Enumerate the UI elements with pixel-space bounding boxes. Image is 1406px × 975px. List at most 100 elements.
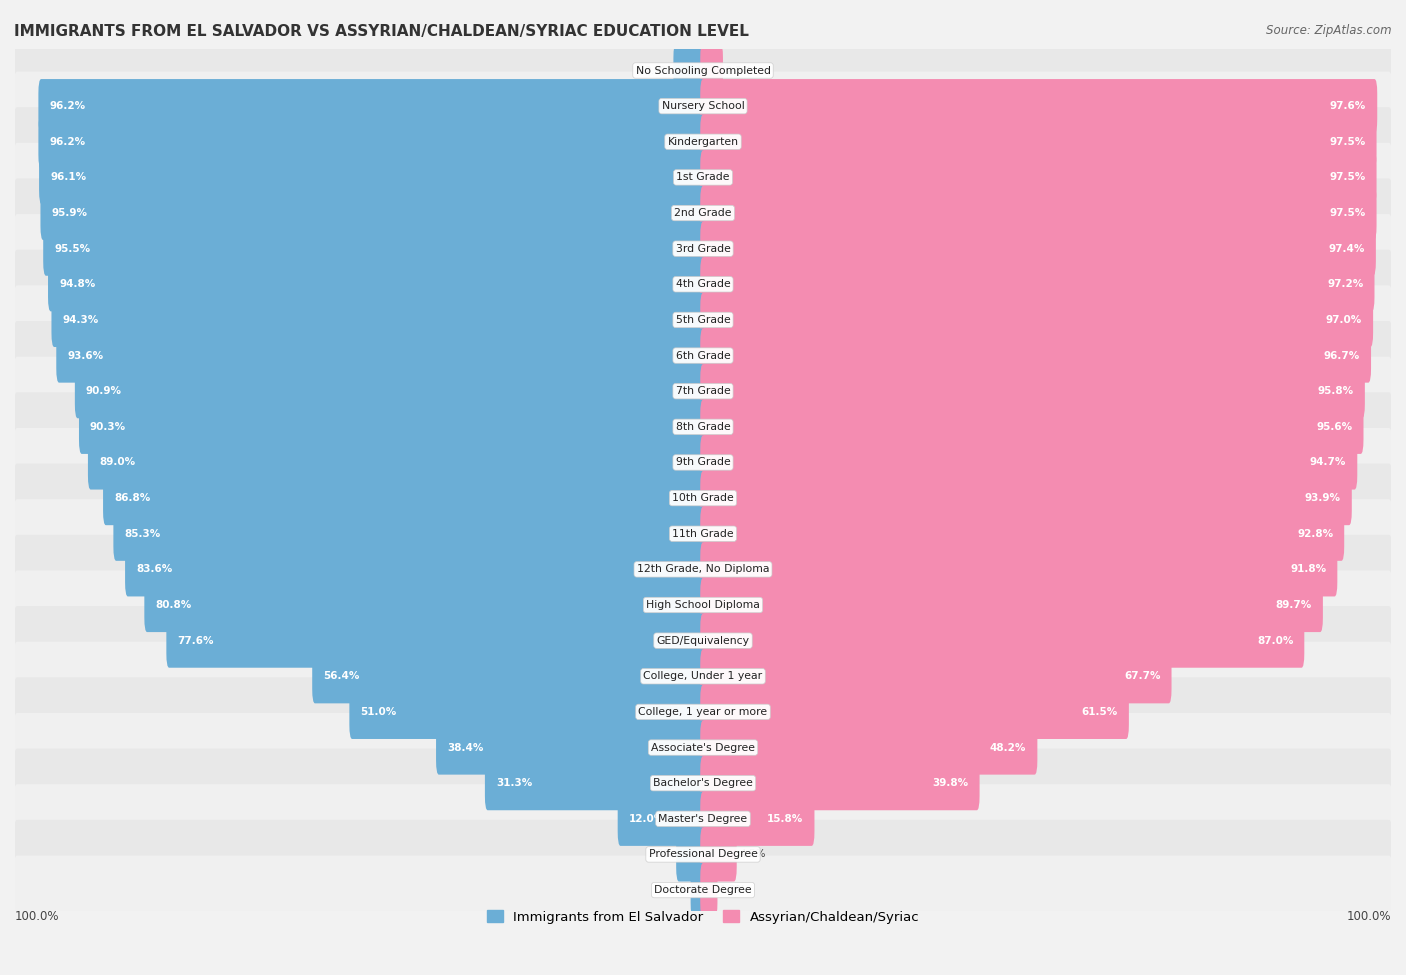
FancyBboxPatch shape: [38, 115, 706, 169]
FancyBboxPatch shape: [700, 863, 717, 917]
Text: Bachelor's Degree: Bachelor's Degree: [652, 778, 754, 788]
FancyBboxPatch shape: [38, 79, 706, 134]
Text: 2.5%: 2.5%: [725, 65, 752, 75]
Text: College, 1 year or more: College, 1 year or more: [638, 707, 768, 717]
FancyBboxPatch shape: [14, 499, 1392, 568]
FancyBboxPatch shape: [125, 542, 706, 597]
Text: 93.6%: 93.6%: [67, 351, 104, 361]
Text: 97.5%: 97.5%: [1329, 136, 1365, 147]
Text: Associate's Degree: Associate's Degree: [651, 743, 755, 753]
FancyBboxPatch shape: [89, 436, 706, 489]
FancyBboxPatch shape: [700, 329, 1371, 382]
Text: 97.5%: 97.5%: [1329, 208, 1365, 218]
Text: 100.0%: 100.0%: [15, 910, 59, 922]
Text: 6th Grade: 6th Grade: [676, 351, 730, 361]
Text: 15.8%: 15.8%: [768, 814, 803, 824]
Text: 1.7%: 1.7%: [720, 885, 747, 895]
FancyBboxPatch shape: [41, 186, 706, 240]
FancyBboxPatch shape: [14, 678, 1392, 747]
Text: 97.6%: 97.6%: [1330, 101, 1367, 111]
Text: 48.2%: 48.2%: [990, 743, 1026, 753]
FancyBboxPatch shape: [436, 721, 706, 774]
FancyBboxPatch shape: [700, 613, 1305, 668]
FancyBboxPatch shape: [145, 578, 706, 632]
FancyBboxPatch shape: [700, 471, 1351, 526]
Text: 61.5%: 61.5%: [1081, 707, 1118, 717]
Text: 95.9%: 95.9%: [52, 208, 87, 218]
FancyBboxPatch shape: [700, 115, 1376, 169]
FancyBboxPatch shape: [700, 364, 1365, 418]
Text: 8th Grade: 8th Grade: [676, 422, 730, 432]
Text: 7th Grade: 7th Grade: [676, 386, 730, 396]
FancyBboxPatch shape: [700, 150, 1376, 205]
Text: 94.8%: 94.8%: [59, 279, 96, 290]
FancyBboxPatch shape: [700, 292, 1374, 347]
FancyBboxPatch shape: [700, 436, 1357, 489]
FancyBboxPatch shape: [700, 186, 1376, 240]
Text: 1st Grade: 1st Grade: [676, 173, 730, 182]
FancyBboxPatch shape: [52, 292, 706, 347]
FancyBboxPatch shape: [14, 855, 1392, 924]
Text: 38.4%: 38.4%: [447, 743, 484, 753]
FancyBboxPatch shape: [690, 863, 706, 917]
FancyBboxPatch shape: [39, 150, 706, 205]
FancyBboxPatch shape: [14, 392, 1392, 461]
Text: 89.7%: 89.7%: [1275, 600, 1312, 610]
FancyBboxPatch shape: [700, 257, 1375, 311]
FancyBboxPatch shape: [14, 321, 1392, 390]
Text: 3rd Grade: 3rd Grade: [675, 244, 731, 254]
Text: 31.3%: 31.3%: [496, 778, 531, 788]
Text: Master's Degree: Master's Degree: [658, 814, 748, 824]
Text: 94.7%: 94.7%: [1310, 457, 1347, 467]
FancyBboxPatch shape: [14, 535, 1392, 604]
FancyBboxPatch shape: [700, 792, 814, 846]
FancyBboxPatch shape: [700, 756, 980, 810]
Text: 100.0%: 100.0%: [1347, 910, 1391, 922]
FancyBboxPatch shape: [700, 578, 1323, 632]
Text: Nursery School: Nursery School: [662, 101, 744, 111]
Text: 87.0%: 87.0%: [1257, 636, 1294, 645]
FancyBboxPatch shape: [700, 684, 1129, 739]
FancyBboxPatch shape: [14, 214, 1392, 283]
Text: 77.6%: 77.6%: [177, 636, 214, 645]
FancyBboxPatch shape: [700, 721, 1038, 774]
Text: Kindergarten: Kindergarten: [668, 136, 738, 147]
FancyBboxPatch shape: [14, 463, 1392, 532]
Text: 91.8%: 91.8%: [1291, 565, 1326, 574]
Text: 85.3%: 85.3%: [124, 528, 160, 539]
Text: 51.0%: 51.0%: [360, 707, 396, 717]
FancyBboxPatch shape: [14, 71, 1392, 140]
Text: 80.8%: 80.8%: [155, 600, 191, 610]
Text: 2nd Grade: 2nd Grade: [675, 208, 731, 218]
Text: IMMIGRANTS FROM EL SALVADOR VS ASSYRIAN/CHALDEAN/SYRIAC EDUCATION LEVEL: IMMIGRANTS FROM EL SALVADOR VS ASSYRIAN/…: [14, 24, 749, 39]
Text: 96.1%: 96.1%: [51, 173, 86, 182]
Text: 96.2%: 96.2%: [49, 101, 86, 111]
Text: 56.4%: 56.4%: [323, 671, 360, 682]
Text: 94.3%: 94.3%: [62, 315, 98, 325]
FancyBboxPatch shape: [14, 107, 1392, 176]
FancyBboxPatch shape: [700, 79, 1378, 134]
FancyBboxPatch shape: [14, 250, 1392, 319]
Text: 95.8%: 95.8%: [1317, 386, 1354, 396]
Text: 97.4%: 97.4%: [1329, 244, 1365, 254]
Text: 5th Grade: 5th Grade: [676, 315, 730, 325]
FancyBboxPatch shape: [14, 642, 1392, 711]
FancyBboxPatch shape: [14, 286, 1392, 355]
FancyBboxPatch shape: [114, 507, 706, 561]
FancyBboxPatch shape: [103, 471, 706, 526]
FancyBboxPatch shape: [14, 606, 1392, 676]
Text: 92.8%: 92.8%: [1298, 528, 1333, 539]
FancyBboxPatch shape: [676, 828, 706, 881]
Text: 10th Grade: 10th Grade: [672, 493, 734, 503]
FancyBboxPatch shape: [14, 570, 1392, 640]
Text: 90.9%: 90.9%: [86, 386, 122, 396]
FancyBboxPatch shape: [44, 221, 706, 276]
FancyBboxPatch shape: [673, 44, 706, 98]
Text: 12th Grade, No Diploma: 12th Grade, No Diploma: [637, 565, 769, 574]
Text: 86.8%: 86.8%: [114, 493, 150, 503]
Text: 12.0%: 12.0%: [628, 814, 665, 824]
FancyBboxPatch shape: [700, 221, 1376, 276]
Text: 96.2%: 96.2%: [49, 136, 86, 147]
Text: Doctorate Degree: Doctorate Degree: [654, 885, 752, 895]
FancyBboxPatch shape: [485, 756, 706, 810]
